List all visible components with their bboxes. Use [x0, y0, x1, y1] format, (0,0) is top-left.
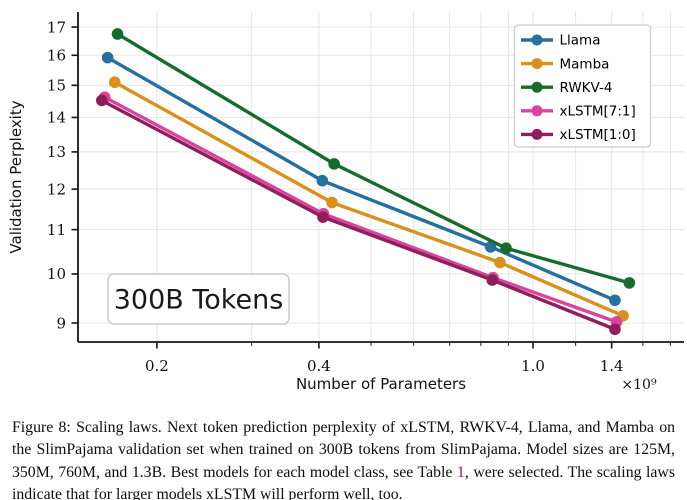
data-point-Llama	[484, 241, 497, 253]
y-tick-label: 10	[47, 265, 66, 283]
y-tick-label: 17	[47, 18, 66, 36]
x-axis-title: Number of Parameters	[296, 375, 466, 393]
x-tick-label: 1.0	[521, 357, 545, 375]
y-tick-label: 12	[47, 180, 66, 198]
scaling-laws-chart: 0.2 0.4 1.0 1.4 9 10 11 12 13 14 15 16 17 Number of P…	[7, 12, 684, 393]
tokens-annotation-box	[107, 273, 290, 325]
legend-item-label: Llama	[560, 33, 601, 49]
series-line-xLSTM[1:0]	[100, 98, 617, 331]
data-point-xLSTM[1:0]	[609, 323, 621, 336]
data-point-Mamba	[108, 76, 121, 89]
legend-marker	[531, 81, 543, 93]
data-point-xLSTM[1:0]	[317, 211, 329, 223]
figure-caption: Figure 8: Scaling laws. Next token predi…	[0, 417, 687, 500]
y-axis-title: Validation Perplexity	[7, 100, 25, 253]
legend-item-label: xLSTM[1:0]	[560, 127, 636, 143]
legend-marker	[531, 105, 543, 117]
legend-item-label: Mamba	[560, 56, 610, 72]
data-point-Llama	[609, 294, 621, 307]
x-tick-label: 0.4	[307, 357, 331, 375]
x-tick-label: 0.2	[145, 357, 169, 375]
data-point-xLSTM[1:0]	[96, 94, 108, 107]
legend-item-label: xLSTM[7:1]	[560, 104, 636, 120]
data-point-Llama	[316, 174, 329, 187]
series-line-Llama	[105, 55, 617, 303]
table-1-link[interactable]: 1	[456, 463, 465, 481]
legend-item-label: RWKV-4	[560, 80, 613, 96]
legend-marker	[531, 58, 543, 70]
legend-marker	[531, 34, 543, 46]
y-tick-label: 13	[47, 143, 66, 161]
y-tick-label: 14	[47, 109, 66, 127]
data-point-RWKV-4	[623, 277, 636, 289]
data-point-RWKV-4	[328, 158, 340, 170]
series-line-Mamba	[113, 80, 625, 318]
data-point-Mamba	[494, 256, 506, 269]
y-tick-label: 11	[47, 221, 66, 239]
data-point-RWKV-4	[500, 242, 512, 254]
series-line-xLSTM[7:1]	[103, 95, 619, 324]
y-tick-label: 16	[47, 47, 66, 65]
tokens-annotation-label: 300B Tokens	[114, 284, 284, 315]
x-axis-offset-label: ×10⁹	[621, 377, 657, 393]
legend-marker	[531, 128, 543, 140]
data-point-xLSTM[1:0]	[486, 274, 499, 286]
data-point-Llama	[101, 51, 114, 64]
x-tick-label: 1.4	[600, 357, 624, 375]
data-point-RWKV-4	[111, 28, 124, 40]
caption-text-before-link: Figure 8: Scaling laws. Next token predi…	[12, 419, 675, 481]
data-point-Mamba	[326, 196, 338, 209]
y-tick-label: 9	[56, 314, 66, 332]
series-line-RWKV-4	[115, 32, 632, 285]
caption-text-after-link: , were selected. The scaling laws indica…	[12, 463, 675, 500]
y-tick-label: 15	[47, 77, 66, 95]
legend-box	[513, 24, 652, 148]
